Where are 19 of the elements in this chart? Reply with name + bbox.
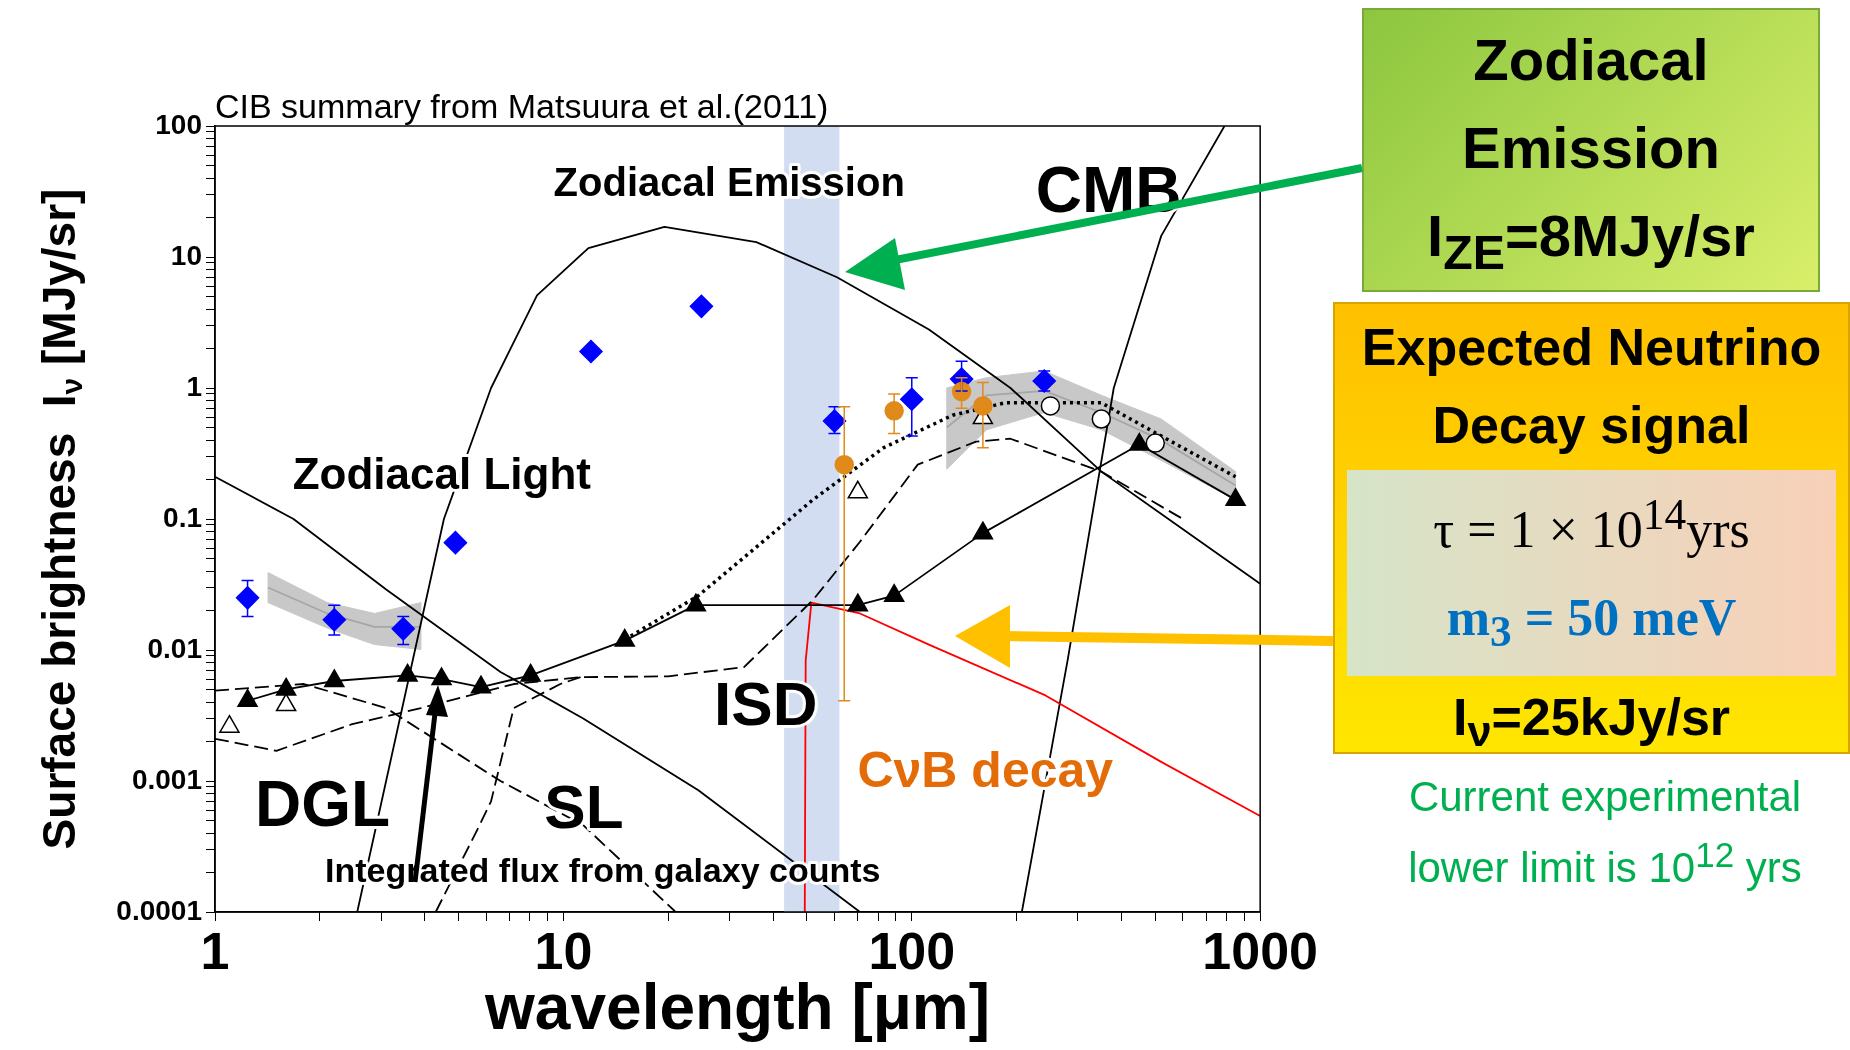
- y-tick-label: 10: [170, 239, 202, 271]
- y-tick-label: 0.001: [131, 763, 202, 795]
- y-tick-label: 0.0001: [116, 894, 202, 926]
- text: τ = 1 × 10$^{14}$yrs: [1432, 489, 1751, 561]
- y-axis-title: Surface brightness Iν [MJy/sr]: [32, 188, 88, 850]
- text: Current experimental lower limit is 10$^{12}$ yrs: [1407, 772, 1803, 893]
- text: I$_{ν}$=25kJy/sr: [1451, 686, 1732, 758]
- chart-title: CIB summary from Matsuura et al.(2011): [215, 87, 829, 125]
- x-tick-label: 1000: [1202, 921, 1318, 980]
- y-tick-label: 0.1: [163, 501, 202, 533]
- y-tick-label: 0.01: [147, 632, 202, 664]
- text: Zodiacal Emission: [1461, 26, 1721, 182]
- text: Expected Neutrino Decay signal: [1360, 317, 1823, 456]
- text: I$_{ZE}$=8MJy/sr: [1426, 202, 1756, 281]
- y-tick-label: 100: [155, 108, 202, 140]
- text: m$_{3}$ = 50 meV: [1445, 588, 1738, 658]
- annotation: Zodiacal Emission: [553, 159, 905, 204]
- annotation: SL: [544, 772, 624, 842]
- y-tick-label: 1: [186, 370, 202, 402]
